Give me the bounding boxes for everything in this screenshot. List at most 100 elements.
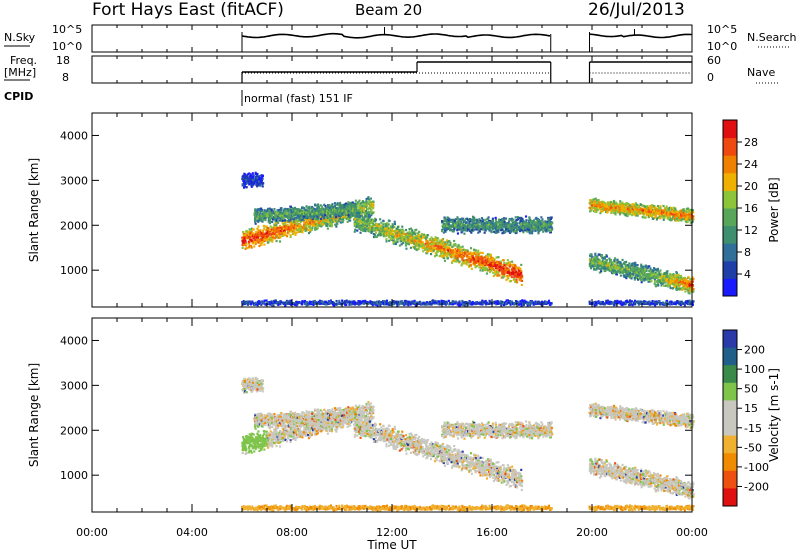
power-cell bbox=[426, 243, 429, 246]
power-cell bbox=[401, 238, 404, 241]
power-cell bbox=[515, 267, 518, 270]
power-cell bbox=[404, 233, 407, 236]
power-cell bbox=[485, 272, 488, 275]
power-cell bbox=[488, 268, 491, 271]
power-cell bbox=[252, 236, 255, 239]
power-cell bbox=[464, 249, 467, 252]
power-cell bbox=[316, 210, 319, 213]
power-cell bbox=[293, 226, 296, 229]
power-cell bbox=[472, 262, 475, 265]
power-cell bbox=[615, 210, 618, 213]
power-cell bbox=[281, 214, 284, 217]
power-cell bbox=[368, 214, 371, 217]
power-cell bbox=[413, 236, 416, 239]
power-cell bbox=[360, 214, 363, 217]
power-cell bbox=[462, 219, 465, 222]
power-cell bbox=[261, 220, 264, 223]
power-cell bbox=[343, 209, 346, 212]
power-cell bbox=[633, 204, 636, 207]
power-cell bbox=[358, 216, 361, 219]
power-cell bbox=[309, 220, 312, 223]
power-cell bbox=[364, 230, 367, 233]
power-cell bbox=[258, 216, 261, 219]
power-cell bbox=[501, 223, 504, 226]
power-cell bbox=[453, 219, 456, 223]
power-cell bbox=[400, 233, 403, 236]
power-cell bbox=[608, 209, 611, 212]
power-cell bbox=[356, 218, 359, 222]
power-cell bbox=[247, 231, 250, 234]
power-cell bbox=[371, 212, 374, 215]
power-cell bbox=[281, 217, 284, 220]
power-cell bbox=[280, 207, 283, 210]
power-cell bbox=[329, 215, 332, 218]
power-cell bbox=[358, 203, 361, 206]
power-cell bbox=[519, 277, 522, 280]
power-cell bbox=[431, 243, 434, 246]
power-cell bbox=[297, 213, 300, 216]
power-cell bbox=[365, 226, 368, 229]
power-cell bbox=[381, 230, 384, 233]
power-cell bbox=[360, 208, 363, 211]
power-cell bbox=[302, 226, 305, 229]
power-cell bbox=[474, 261, 477, 264]
power-cell bbox=[393, 225, 396, 229]
power-cell bbox=[420, 238, 423, 241]
power-cell bbox=[489, 270, 492, 274]
power-cell bbox=[387, 219, 390, 222]
power-cell bbox=[494, 227, 497, 230]
power-cell bbox=[591, 204, 594, 207]
power-cell bbox=[473, 261, 476, 264]
power-cell bbox=[353, 213, 356, 216]
power-cell bbox=[454, 252, 457, 255]
power-cell bbox=[488, 253, 491, 256]
power-cell bbox=[323, 215, 326, 218]
power-cell bbox=[321, 205, 324, 208]
power-cell bbox=[271, 214, 274, 217]
power-cell bbox=[358, 199, 361, 202]
power-cell bbox=[589, 203, 592, 206]
power-cell bbox=[334, 209, 337, 213]
power-cell bbox=[309, 230, 312, 233]
power-cell bbox=[477, 252, 480, 255]
power-cell bbox=[455, 258, 458, 261]
power-cell bbox=[529, 219, 532, 222]
power-cell bbox=[271, 238, 274, 241]
power-cell bbox=[326, 207, 329, 210]
power-cell bbox=[551, 228, 554, 231]
power-cell bbox=[509, 231, 512, 234]
power-cell bbox=[363, 218, 366, 221]
power-cell bbox=[471, 252, 474, 255]
power-cell bbox=[467, 258, 470, 261]
power-cell bbox=[533, 219, 536, 222]
power-cell bbox=[294, 213, 297, 216]
power-cell bbox=[242, 231, 245, 234]
power-cell bbox=[393, 237, 396, 241]
power-cell bbox=[621, 206, 624, 209]
power-cell bbox=[477, 223, 480, 227]
power-cell bbox=[510, 273, 513, 276]
power-cell bbox=[426, 246, 429, 249]
power-cell bbox=[362, 224, 365, 227]
power-cell bbox=[267, 212, 270, 215]
power-cell bbox=[520, 223, 523, 226]
power-cell bbox=[244, 239, 247, 242]
power-cell bbox=[467, 223, 470, 226]
power-cell bbox=[415, 244, 418, 247]
power-cell bbox=[293, 211, 296, 214]
freq-unit-label: [MHz] bbox=[4, 66, 36, 79]
power-cell bbox=[309, 224, 312, 227]
nsky-tick-high: 10^5 bbox=[52, 23, 82, 36]
power-cell bbox=[290, 227, 293, 230]
power-cell bbox=[436, 246, 439, 249]
power-cell bbox=[439, 248, 442, 251]
power-cell bbox=[341, 221, 344, 224]
power-cell bbox=[526, 230, 529, 233]
power-cell bbox=[389, 227, 392, 230]
power-cell bbox=[432, 247, 435, 250]
power-cell bbox=[625, 204, 628, 207]
power-cell bbox=[377, 228, 380, 231]
power-cell bbox=[277, 226, 280, 229]
power-cell bbox=[275, 234, 278, 237]
power-cell bbox=[308, 206, 311, 210]
